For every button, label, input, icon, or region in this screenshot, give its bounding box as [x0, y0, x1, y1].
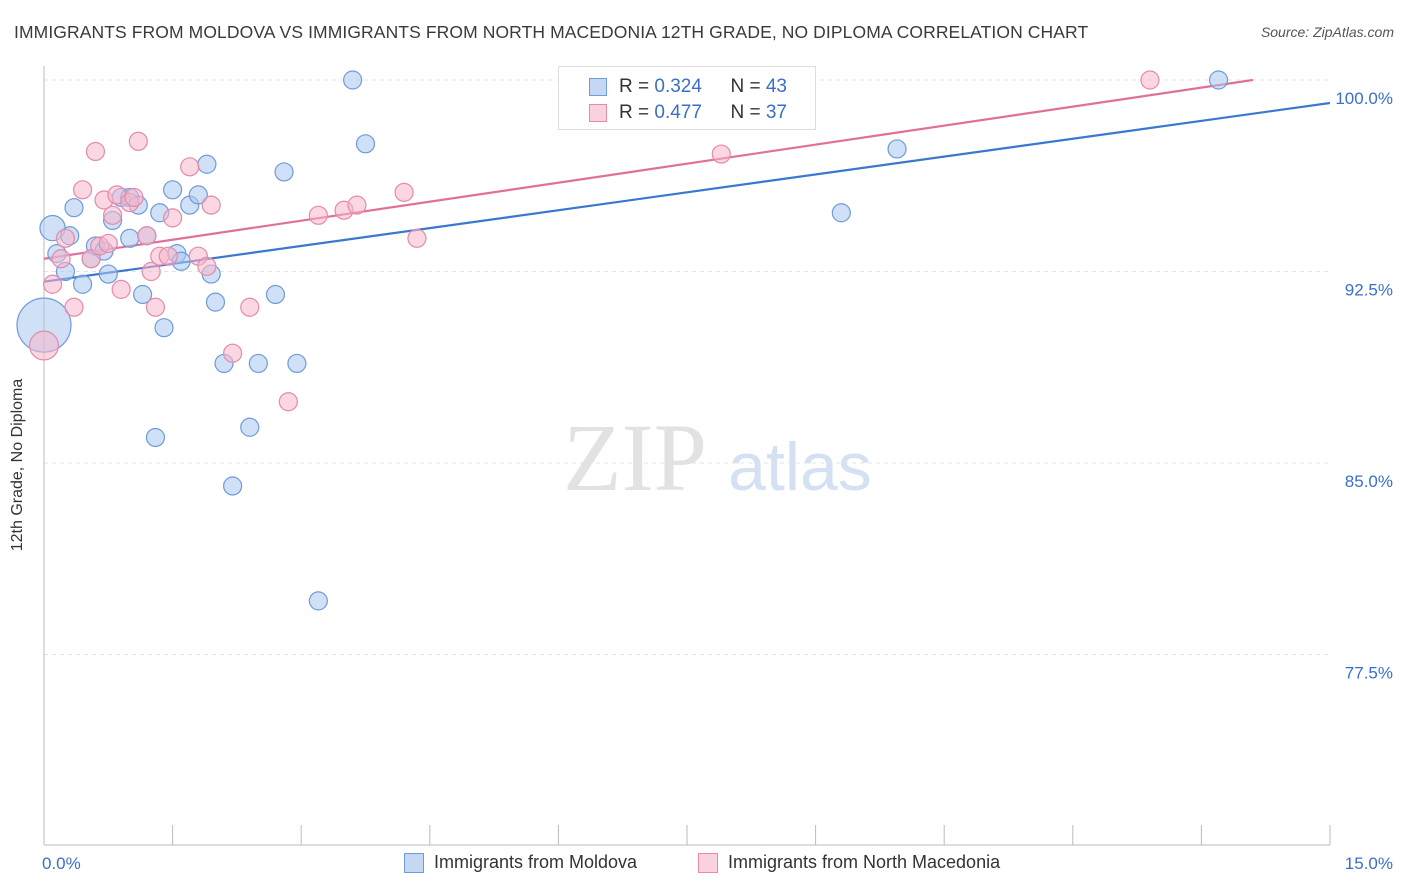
x-tick-label: 15.0%: [1345, 854, 1393, 873]
bottom-legend-swatch-macedonia: [698, 853, 718, 873]
bottom-legend-swatch-moldova: [404, 853, 424, 873]
point-macedonia: [197, 256, 217, 276]
watermark-zip: ZIP: [563, 404, 707, 511]
point-macedonia: [29, 330, 59, 361]
point-moldova: [188, 185, 208, 205]
point-moldova: [287, 353, 307, 374]
legend-swatch-macedonia: [589, 104, 607, 122]
point-moldova: [64, 198, 84, 218]
point-macedonia: [711, 144, 731, 164]
point-moldova: [343, 70, 363, 90]
point-macedonia: [223, 343, 243, 363]
point-macedonia: [55, 228, 76, 248]
legend-r-value-moldova: 0.324: [654, 76, 702, 97]
point-macedonia: [141, 261, 161, 282]
legend-n-label: N =: [730, 102, 766, 123]
point-moldova: [72, 274, 93, 294]
watermark: ZIP atlas: [563, 404, 872, 511]
point-macedonia: [347, 195, 367, 215]
grid-lines: [44, 79, 1330, 655]
point-macedonia: [137, 226, 157, 246]
point-moldova: [98, 264, 118, 284]
y-tick-label: 92.5%: [1345, 281, 1393, 300]
point-moldova: [132, 284, 153, 305]
point-macedonia: [163, 208, 183, 228]
watermark-atlas: atlas: [728, 429, 872, 505]
point-moldova: [163, 180, 183, 200]
point-macedonia: [308, 205, 328, 225]
point-macedonia: [1140, 70, 1160, 90]
point-macedonia: [407, 228, 427, 248]
point-macedonia: [51, 249, 71, 269]
point-macedonia: [240, 297, 260, 317]
axes: [43, 66, 1331, 846]
point-moldova: [265, 284, 286, 305]
trend-line-macedonia: [43, 78, 1254, 260]
point-moldova: [205, 292, 226, 312]
source-credit: Source: ZipAtlas.com: [1260, 24, 1394, 40]
point-moldova: [145, 427, 166, 448]
point-moldova: [355, 134, 376, 154]
point-macedonia: [98, 233, 118, 254]
point-moldova: [197, 154, 217, 174]
point-moldova: [831, 203, 851, 223]
point-moldova: [274, 162, 294, 182]
point-moldova: [308, 591, 328, 611]
point-macedonia: [201, 195, 221, 215]
legend-swatch-moldova: [589, 78, 607, 96]
legend-r-label: R =: [619, 76, 655, 97]
legend-r-value-macedonia: 0.477: [654, 102, 702, 123]
correlation-legend: R = 0.324 N = 43 R = 0.477 N = 37: [558, 66, 816, 130]
point-moldova: [248, 353, 268, 374]
y-tick-label: 85.0%: [1345, 472, 1393, 491]
legend-r-label: R =: [619, 102, 655, 123]
point-macedonia: [145, 297, 166, 317]
tick-labels: 100.0% 92.5% 85.0% 77.5% 0.0% 15.0%: [42, 89, 1393, 873]
point-macedonia: [72, 180, 93, 200]
chart-title: IMMIGRANTS FROM MOLDOVA VS IMMIGRANTS FR…: [14, 22, 1089, 42]
legend-n-value-macedonia: 37: [765, 102, 787, 123]
point-macedonia: [180, 157, 200, 177]
point-macedonia: [128, 131, 148, 151]
point-macedonia: [158, 246, 178, 266]
x-tick-label: 0.0%: [42, 854, 81, 873]
y-axis-label: 12th Grade, No Diploma: [9, 378, 26, 552]
y-tick-label: 77.5%: [1345, 664, 1393, 683]
point-moldova: [1208, 70, 1229, 90]
bottom-legend-label-moldova: Immigrants from Moldova: [434, 852, 638, 872]
trend-line-moldova: [43, 101, 1331, 283]
point-moldova: [154, 318, 174, 338]
point-macedonia: [111, 279, 131, 299]
y-tick-label: 100.0%: [1335, 89, 1393, 108]
point-macedonia: [124, 187, 144, 208]
point-macedonia: [85, 141, 106, 162]
legend-n-value-moldova: 43: [765, 76, 787, 97]
point-moldova: [240, 417, 260, 437]
point-macedonia: [64, 297, 84, 317]
data-points: [16, 70, 1229, 611]
bottom-legend-label-macedonia: Immigrants from North Macedonia: [728, 852, 1001, 872]
point-macedonia: [394, 182, 414, 202]
trend-lines: [43, 78, 1331, 283]
point-macedonia: [102, 205, 123, 225]
point-moldova: [120, 228, 140, 248]
point-macedonia: [278, 392, 298, 412]
point-moldova: [223, 476, 243, 496]
point-macedonia: [42, 274, 63, 294]
legend-n-label: N =: [730, 76, 766, 97]
point-moldova: [887, 139, 907, 159]
